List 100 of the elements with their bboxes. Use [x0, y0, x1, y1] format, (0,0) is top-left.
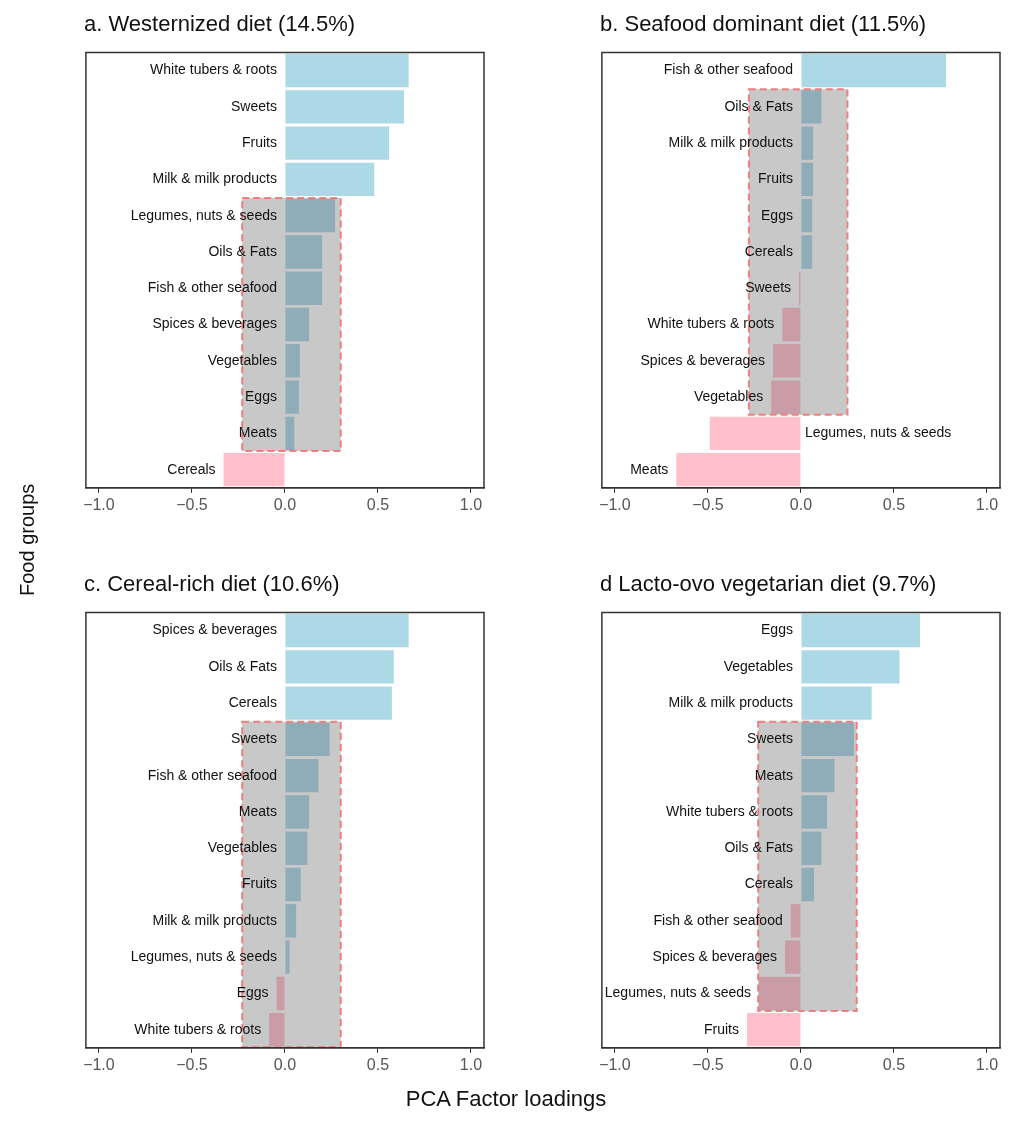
y-tick-label: Cereals — [228, 693, 277, 710]
y-tick-label: Fish & other seafood — [147, 279, 277, 296]
x-tick-label: −0.5 — [176, 495, 208, 513]
y-tick-label: Vegetables — [207, 839, 277, 856]
y-tick-label: Legumes, nuts & seeds — [130, 947, 277, 964]
x-tick-label: 0.5 — [366, 495, 390, 513]
chart-title: b. Seafood dominant diet (11.5%) — [600, 11, 927, 37]
y-tick-label: White tubers & roots — [647, 315, 775, 332]
y-tick-label: Sweets — [231, 730, 277, 747]
y-tick-label: Cereals — [744, 242, 793, 259]
x-tick-label: −1.0 — [83, 495, 115, 513]
bar — [269, 1012, 285, 1047]
bar — [285, 613, 409, 648]
bar — [285, 650, 394, 684]
bar — [285, 867, 301, 902]
y-tick-label: Milk & milk products — [152, 911, 277, 928]
bar — [285, 380, 299, 414]
x-tick-label: −1.0 — [83, 1055, 115, 1073]
bar — [285, 162, 375, 197]
x-tick-label: 1.0 — [459, 1055, 483, 1073]
bar — [801, 613, 921, 648]
y-tick-label: Oils & Fats — [724, 839, 793, 856]
y-tick-label: Milk & milk products — [152, 170, 277, 187]
x-tick-label: 1.0 — [975, 1055, 999, 1073]
y-tick-label: White tubers & roots — [666, 802, 793, 819]
y-tick-label: Meats — [754, 766, 793, 783]
bar — [747, 1012, 801, 1047]
y-tick-label: Fish & other seafood — [663, 61, 793, 78]
y-tick-label: Legumes, nuts & seeds — [130, 206, 277, 223]
bar — [285, 758, 319, 793]
bar — [801, 795, 827, 829]
y-tick-label: Oils & Fats — [724, 97, 793, 114]
y-tick-label: Spices & beverages — [640, 351, 766, 368]
chart-title: d Lacto-ovo vegetarian diet (9.7%) — [600, 571, 937, 597]
y-tick-label: Sweets — [231, 97, 277, 114]
y-tick-label: Eggs — [761, 621, 793, 638]
y-tick-label: Oils & Fats — [208, 242, 277, 259]
bar — [285, 722, 330, 757]
x-tick-label: 1.0 — [459, 495, 483, 513]
bar — [801, 650, 900, 684]
bar — [773, 344, 801, 378]
bar — [782, 307, 801, 342]
bar — [285, 904, 297, 938]
bar — [801, 831, 822, 865]
bar — [801, 162, 814, 197]
bar — [709, 416, 801, 451]
y-tick-label: Meats — [238, 424, 277, 441]
bar — [285, 686, 392, 720]
y-tick-label: Fish & other seafood — [653, 911, 783, 928]
y-tick-label: Fruits — [241, 875, 277, 892]
bar — [285, 831, 308, 865]
bar — [676, 452, 801, 487]
bar — [801, 722, 854, 757]
y-tick-label: Eggs — [245, 387, 277, 404]
y-tick-label: Vegetables — [207, 351, 277, 368]
bar — [223, 452, 285, 487]
y-tick-label: Fruits — [241, 133, 277, 150]
bar — [771, 380, 801, 414]
bar — [285, 271, 323, 305]
x-axis-title: PCA Factor loadings — [404, 1086, 608, 1112]
bar — [801, 126, 814, 160]
y-tick-label: Spices & beverages — [152, 621, 277, 638]
y-axis-title: Food groups — [16, 483, 39, 596]
bar — [285, 940, 290, 974]
y-tick-label: Eggs — [236, 984, 269, 1001]
x-tick-label: 0.0 — [273, 495, 297, 513]
bar — [801, 90, 822, 124]
y-tick-label: Milk & milk products — [668, 693, 793, 710]
bar — [801, 53, 947, 88]
chart-title: a. Westernized diet (14.5%) — [84, 11, 356, 37]
y-tick-label: Oils & Fats — [208, 657, 277, 674]
y-tick-label: Legumes, nuts & seeds — [804, 424, 952, 441]
bar — [285, 235, 323, 269]
y-tick-label: Spices & beverages — [152, 315, 277, 332]
bar — [790, 904, 801, 938]
x-tick-label: −1.0 — [599, 1055, 631, 1073]
y-tick-label: White tubers & roots — [150, 61, 277, 78]
bar — [285, 90, 405, 124]
y-tick-label: Vegetables — [693, 387, 764, 404]
x-tick-label: −0.5 — [692, 495, 724, 513]
y-tick-label: Fish & other seafood — [147, 766, 277, 783]
bar — [801, 198, 813, 233]
bar — [285, 126, 390, 160]
x-tick-label: −0.5 — [692, 1055, 724, 1073]
y-tick-label: Eggs — [761, 206, 793, 223]
y-tick-label: Cereals — [167, 460, 216, 477]
bar — [285, 198, 336, 233]
y-tick-label: White tubers & roots — [134, 1020, 262, 1037]
y-tick-label: Cereals — [744, 875, 793, 892]
x-tick-label: 0.5 — [882, 1055, 906, 1073]
y-tick-label: Milk & milk products — [668, 133, 793, 150]
x-tick-label: 0.5 — [366, 1055, 390, 1073]
bar — [759, 976, 801, 1011]
bar — [285, 344, 300, 378]
y-tick-label: Sweets — [745, 279, 792, 296]
y-tick-label: Fruits — [757, 170, 793, 187]
y-tick-label: Fruits — [704, 1020, 739, 1037]
x-tick-label: 0.0 — [789, 495, 813, 513]
x-tick-label: −1.0 — [599, 495, 631, 513]
y-tick-label: Meats — [238, 802, 277, 819]
